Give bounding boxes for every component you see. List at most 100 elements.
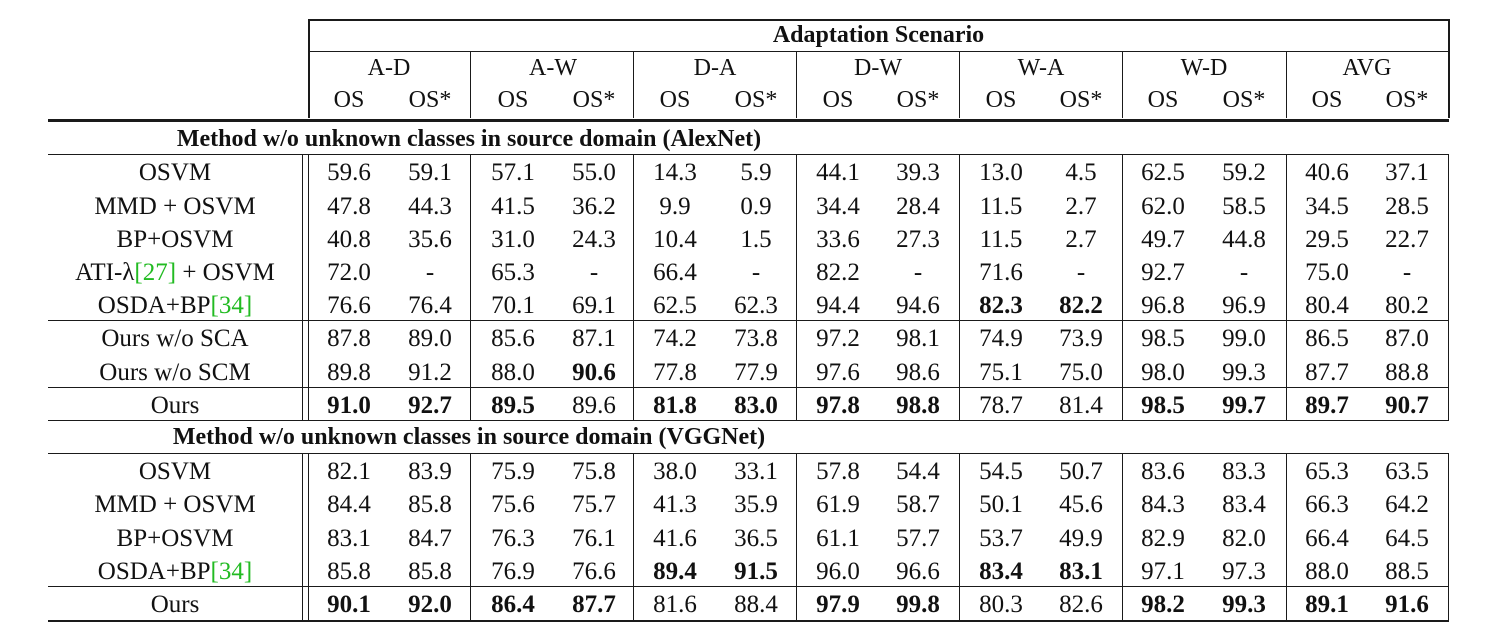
table-bottom-rule [48, 620, 1449, 622]
value-cell: 97.8 [816, 391, 860, 419]
value-cell: 86.5 [1305, 325, 1349, 353]
value-cell: 99.3 [1222, 358, 1266, 386]
body-column-separator [1286, 155, 1288, 421]
value-cell: 76.4 [408, 292, 452, 320]
group-separator-rule [48, 320, 1449, 322]
value-cell: 84.3 [1141, 491, 1185, 519]
value-cell: 96.0 [816, 557, 860, 585]
value-cell: 11.5 [979, 225, 1023, 253]
value-cell: 91.2 [408, 358, 452, 386]
value-cell: 76.1 [572, 524, 616, 552]
body-column-separator [1286, 454, 1288, 620]
scenario-label: A-W [529, 55, 577, 81]
metric-label: OS* [572, 87, 616, 113]
body-column-separator [796, 155, 798, 421]
value-cell: 73.8 [734, 325, 778, 353]
value-cell: 94.6 [896, 292, 940, 320]
value-cell: 41.6 [653, 524, 697, 552]
value-cell: 40.6 [1305, 159, 1349, 187]
value-cell: 57.1 [491, 159, 535, 187]
value-cell: 99.0 [1222, 325, 1266, 353]
header-column-separator [1286, 51, 1288, 118]
value-cell: 83.1 [1059, 557, 1103, 585]
value-cell: 91.6 [1385, 590, 1429, 618]
value-cell: 82.2 [1059, 292, 1103, 320]
metric-label: OS* [896, 87, 940, 113]
metric-label: OS [1311, 87, 1343, 113]
value-cell: 62.0 [1141, 192, 1185, 220]
metric-label: OS [659, 87, 691, 113]
section-title-rule [48, 453, 1449, 455]
value-cell: 82.2 [816, 258, 860, 286]
value-cell: 66.4 [1305, 524, 1349, 552]
value-cell: 89.7 [1305, 391, 1349, 419]
value-cell: 69.1 [572, 292, 616, 320]
value-cell: 89.5 [491, 391, 535, 419]
value-cell: 88.0 [491, 358, 535, 386]
value-cell: 88.4 [734, 590, 778, 618]
value-cell: 85.6 [491, 325, 535, 353]
value-cell: 37.1 [1385, 159, 1429, 187]
value-cell: 36.2 [572, 192, 616, 220]
value-cell: 99.3 [1222, 590, 1266, 618]
body-column-separator [470, 454, 472, 620]
value-cell: 78.7 [979, 391, 1023, 419]
value-cell: 61.9 [816, 491, 860, 519]
value-cell: 99.7 [1222, 391, 1266, 419]
body-column-separator [1122, 155, 1124, 421]
double-rule-right [308, 155, 310, 421]
section-title: Method w/o unknown classes in source dom… [172, 424, 766, 451]
section-title: Method w/o unknown classes in source dom… [176, 125, 762, 152]
value-cell: 85.8 [408, 557, 452, 585]
value-cell: 2.7 [1065, 192, 1097, 220]
value-cell: 9.9 [659, 192, 691, 220]
value-cell: 82.9 [1141, 524, 1185, 552]
value-cell: 59.2 [1222, 159, 1266, 187]
value-cell: 80.3 [979, 590, 1023, 618]
adaptation-scenario-title: Adaptation Scenario [772, 22, 985, 48]
value-cell: 59.1 [408, 159, 452, 187]
value-cell: 38.0 [653, 458, 697, 486]
value-cell: 76.6 [327, 292, 371, 320]
value-cell: 33.6 [816, 225, 860, 253]
value-cell: 81.6 [653, 590, 697, 618]
method-name: OSDA+BP[34] [98, 559, 252, 584]
double-rule-right [308, 454, 310, 620]
citation-link[interactable]: [34] [210, 292, 253, 320]
metric-label: OS [985, 87, 1017, 113]
metric-label: OS [333, 87, 365, 113]
value-cell: 62.5 [653, 292, 697, 320]
header-left-border [308, 19, 310, 118]
citation-link[interactable]: [34] [210, 557, 253, 585]
value-cell: 77.9 [734, 358, 778, 386]
metric-label: OS [1147, 87, 1179, 113]
value-cell: 53.7 [979, 524, 1023, 552]
value-cell: 59.6 [327, 159, 371, 187]
value-cell: 97.6 [816, 358, 860, 386]
header-column-separator [1122, 51, 1124, 118]
method-name: ATI-λ[27] + OSVM [75, 260, 275, 285]
value-cell: 75.8 [572, 458, 616, 486]
value-cell: 83.3 [1222, 458, 1266, 486]
value-cell: 14.3 [653, 159, 697, 187]
value-cell: 50.7 [1059, 458, 1103, 486]
value-cell: 41.5 [491, 192, 535, 220]
value-cell: 1.5 [740, 225, 772, 253]
value-cell: 81.4 [1059, 391, 1103, 419]
value-cell: 74.9 [979, 325, 1023, 353]
value-cell: 88.8 [1385, 358, 1429, 386]
value-cell: 66.3 [1305, 491, 1349, 519]
value-cell: 65.3 [491, 258, 535, 286]
citation-link[interactable]: [27] [134, 258, 177, 286]
value-cell: 96.6 [896, 557, 940, 585]
value-cell: 87.1 [572, 325, 616, 353]
value-cell: 98.2 [1141, 590, 1185, 618]
body-column-separator [796, 454, 798, 620]
value-cell: 99.8 [896, 590, 940, 618]
scenario-label: D-A [693, 55, 737, 81]
value-cell: 83.0 [734, 391, 778, 419]
metric-label: OS* [734, 87, 778, 113]
value-cell: - [589, 258, 599, 286]
header-column-separator [959, 51, 961, 118]
